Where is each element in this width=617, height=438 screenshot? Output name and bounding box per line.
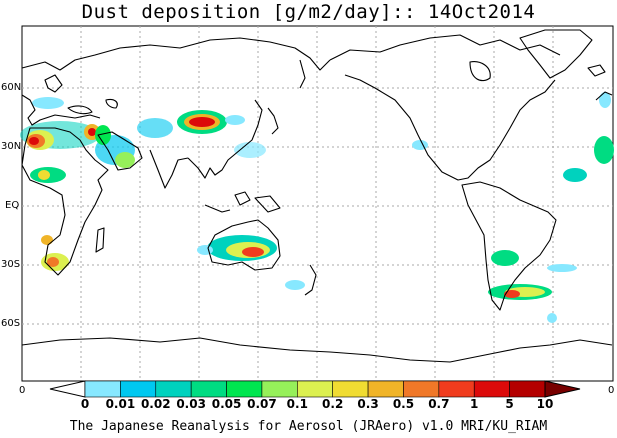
colorbar-tick-label: 0.2 [322,397,344,411]
lat-label-60s: 60S [1,318,21,329]
colorbar-under-triangle [49,380,86,398]
lat-label-eq: EQ [5,200,20,211]
coastlines [21,29,613,363]
colorbar-tick-label: 0.02 [140,397,171,411]
colorbar-tick-label: 5 [505,397,514,411]
lat-label-30s: 30S [1,259,21,270]
footer-credit: The Japanese Reanalysis for Aerosol (JRA… [69,419,548,434]
colorbar-cell [332,380,369,398]
colorbar-cell [438,380,475,398]
lat-label-30n: 30N [1,141,22,152]
colorbar-tick-label: 0.3 [357,397,379,411]
colorbar-tick-label: 1 [470,397,479,411]
colorbar-cell [403,380,440,398]
colorbar-tick-label: 0 [80,397,90,411]
lat-label-60n: 60N [1,82,22,93]
colorbar-cell [297,380,333,398]
colorbar-min-label: 0 [19,385,26,396]
colorbar-tick-label: 0.05 [211,397,242,411]
colorbar-cell [155,380,192,398]
colorbar [49,380,581,398]
colorbar-cell [367,380,404,398]
colorbar-cell [84,380,121,398]
colorbar-tick-label: 0.7 [428,397,450,411]
colorbar-tick-label: 0.03 [176,397,206,411]
colorbar-max-label: 0 [608,385,615,396]
map-title: Dust deposition [g/m2/day]:: 14Oct2014 [81,1,536,23]
colorbar-tick-label: 0.5 [392,397,415,411]
colorbar-tick-label: 0.1 [286,397,308,411]
colorbar-cell [120,380,157,398]
colorbar-cell [509,380,546,398]
colorbar-tick-label: 0.01 [105,397,136,411]
colorbar-cell [261,380,298,398]
gridlines [22,26,613,381]
colorbar-cell [473,380,510,398]
colorbar-cell [190,380,227,398]
colorbar-tick-label: 0.07 [247,397,277,411]
colorbar-cell [226,380,263,398]
colorbar-tick-label: 10 [536,397,554,411]
colorbar-over-triangle [544,380,581,398]
